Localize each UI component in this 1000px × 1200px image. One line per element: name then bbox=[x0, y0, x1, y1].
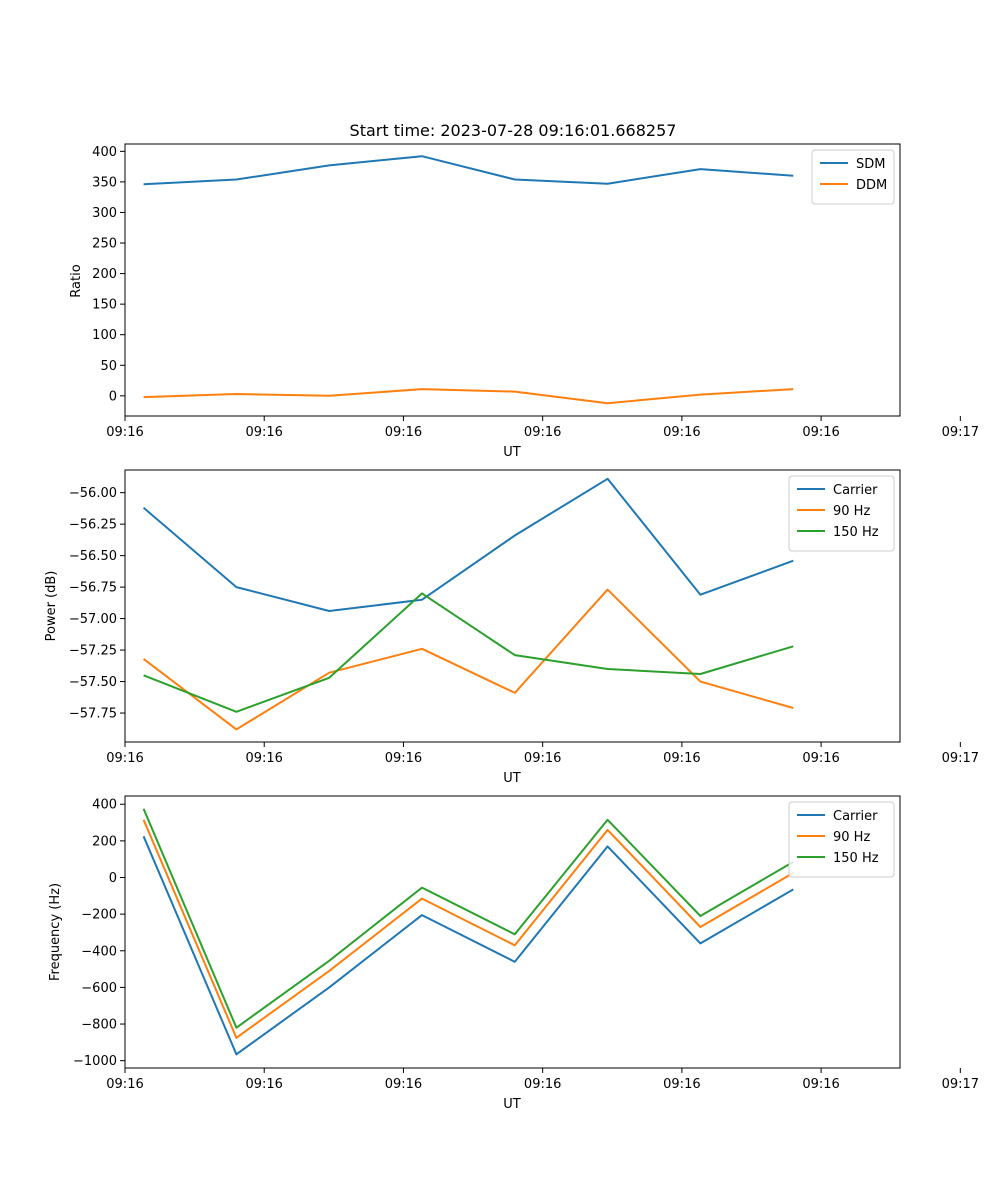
x-axis-label: UT bbox=[503, 1097, 521, 1112]
y-tick-label: −200 bbox=[81, 908, 117, 923]
series-line-90-hz bbox=[142, 819, 794, 1039]
x-tick-label: 09:16 bbox=[802, 751, 839, 766]
y-tick-label: 50 bbox=[100, 359, 117, 374]
y-tick-label: 150 bbox=[92, 298, 117, 313]
y-tick-label: 200 bbox=[92, 834, 117, 849]
power-plot-area: 09:16 09:16 09:16 09:16 09:16 09:16 09:17 −57.7… bbox=[69, 469, 979, 766]
series-line-carrier bbox=[142, 477, 794, 612]
legend-label: 90 Hz bbox=[833, 830, 870, 845]
ratio-plot-area: 09:16 09:16 09:16 09:16 09:16 09:16 09:17 0 50 10… bbox=[92, 143, 979, 440]
y-tick-label: −57.00 bbox=[69, 612, 117, 627]
x-tick-label: 09:16 bbox=[524, 1077, 561, 1092]
series-line-sdm bbox=[143, 155, 794, 186]
y-tick-label: 400 bbox=[92, 798, 117, 813]
y-axis-label: Frequency (Hz) bbox=[48, 883, 63, 981]
frequency-chart-panel: Frequency (Hz) UT 09:16 09:16 09:16 09:16 09… bbox=[48, 795, 979, 1112]
y-tick-label: 100 bbox=[92, 328, 117, 343]
legend-label: Carrier bbox=[833, 483, 878, 498]
power-legend: Carrier 90 Hz 150 Hz bbox=[788, 475, 895, 552]
x-tick-label: 09:16 bbox=[663, 1077, 700, 1092]
x-tick-label: 09:16 bbox=[106, 1077, 143, 1092]
x-tick-label: 09:16 bbox=[106, 751, 143, 766]
x-tick-label: 09:16 bbox=[663, 425, 700, 440]
y-tick-label: 300 bbox=[92, 206, 117, 221]
x-tick-label: 09:17 bbox=[942, 751, 979, 766]
x-tick-label: 09:16 bbox=[385, 1077, 422, 1092]
x-tick-label: 09:16 bbox=[802, 425, 839, 440]
y-tick-label: −56.50 bbox=[69, 549, 117, 564]
y-tick-label: −400 bbox=[81, 944, 117, 959]
y-tick-label: 400 bbox=[92, 145, 117, 160]
x-tick-label: 09:17 bbox=[942, 425, 979, 440]
legend-label: DDM bbox=[856, 178, 887, 193]
y-tick-label: 0 bbox=[109, 389, 117, 404]
series-line-150-hz bbox=[143, 592, 794, 713]
x-tick-label: 09:16 bbox=[245, 751, 282, 766]
x-tick-label: 09:16 bbox=[802, 1077, 839, 1092]
ratio-legend: SDM DDM bbox=[811, 149, 895, 205]
axes-frame bbox=[124, 143, 901, 417]
y-tick-label: −56.75 bbox=[69, 581, 117, 596]
y-tick-label: −56.25 bbox=[69, 518, 117, 533]
series-line-90-hz bbox=[142, 588, 794, 731]
y-tick-label: −56.00 bbox=[69, 486, 117, 501]
y-axis-label: Power (dB) bbox=[44, 571, 59, 642]
x-tick-label: 09:16 bbox=[663, 751, 700, 766]
y-axis-label: Ratio bbox=[69, 264, 84, 297]
y-tick-label: 250 bbox=[92, 237, 117, 252]
x-tick-label: 09:16 bbox=[245, 1077, 282, 1092]
x-tick-label: 09:16 bbox=[385, 751, 422, 766]
legend-label: 150 Hz bbox=[833, 525, 879, 540]
series-line-carrier bbox=[142, 835, 794, 1056]
axes-frame bbox=[124, 795, 901, 1069]
frequency-plot-area: 09:16 09:16 09:16 09:16 09:16 09:16 09:17 −1000… bbox=[73, 795, 979, 1092]
y-tick-label: −600 bbox=[81, 981, 117, 996]
y-tick-label: −57.50 bbox=[69, 675, 117, 690]
x-tick-label: 09:16 bbox=[524, 425, 561, 440]
axes-frame bbox=[124, 469, 901, 743]
legend-label: 150 Hz bbox=[833, 851, 879, 866]
y-tick-label: −800 bbox=[81, 1018, 117, 1033]
y-tick-label: −1000 bbox=[73, 1054, 117, 1069]
frequency-legend: Carrier 90 Hz 150 Hz bbox=[788, 801, 895, 878]
power-chart-panel: Power (dB) UT 09:16 09:16 09:16 09:16 09:16 0… bbox=[44, 469, 979, 786]
legend-label: SDM bbox=[856, 157, 885, 172]
x-tick-label: 09:17 bbox=[942, 1077, 979, 1092]
ratio-chart-panel: Start time: 2023-07-28 09:16:01.668257 R… bbox=[69, 121, 979, 460]
x-tick-label: 09:16 bbox=[385, 425, 422, 440]
x-tick-label: 09:16 bbox=[524, 751, 561, 766]
legend-frame bbox=[788, 801, 895, 878]
y-tick-label: 0 bbox=[109, 871, 117, 886]
x-axis-label: UT bbox=[503, 445, 521, 460]
legend-label: Carrier bbox=[833, 809, 878, 824]
series-line-ddm bbox=[143, 388, 794, 405]
y-tick-label: 350 bbox=[92, 175, 117, 190]
x-tick-label: 09:16 bbox=[106, 425, 143, 440]
chart-title: Start time: 2023-07-28 09:16:01.668257 bbox=[350, 121, 677, 140]
x-axis-label: UT bbox=[503, 771, 521, 786]
series-line-150-hz bbox=[142, 808, 794, 1029]
y-tick-label: −57.25 bbox=[69, 644, 117, 659]
legend-frame bbox=[788, 475, 895, 552]
y-tick-label: −57.75 bbox=[69, 707, 117, 722]
y-tick-label: 200 bbox=[92, 267, 117, 282]
legend-label: 90 Hz bbox=[833, 504, 870, 519]
x-tick-label: 09:16 bbox=[245, 425, 282, 440]
